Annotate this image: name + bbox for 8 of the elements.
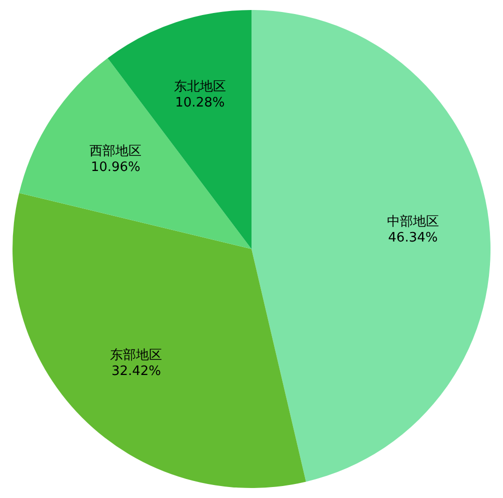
data-label: 10.96%: [90, 160, 140, 176]
slice-label: 西部地区: [90, 144, 142, 160]
slice-label: 东部地区: [110, 348, 162, 363]
slice-label: 东北地区: [174, 79, 226, 94]
data-label: 10.28%: [175, 95, 225, 110]
slice-label: 中部地区: [386, 214, 439, 230]
data-label: 46.34%: [388, 230, 438, 246]
data-label: 32.42%: [111, 364, 162, 379]
